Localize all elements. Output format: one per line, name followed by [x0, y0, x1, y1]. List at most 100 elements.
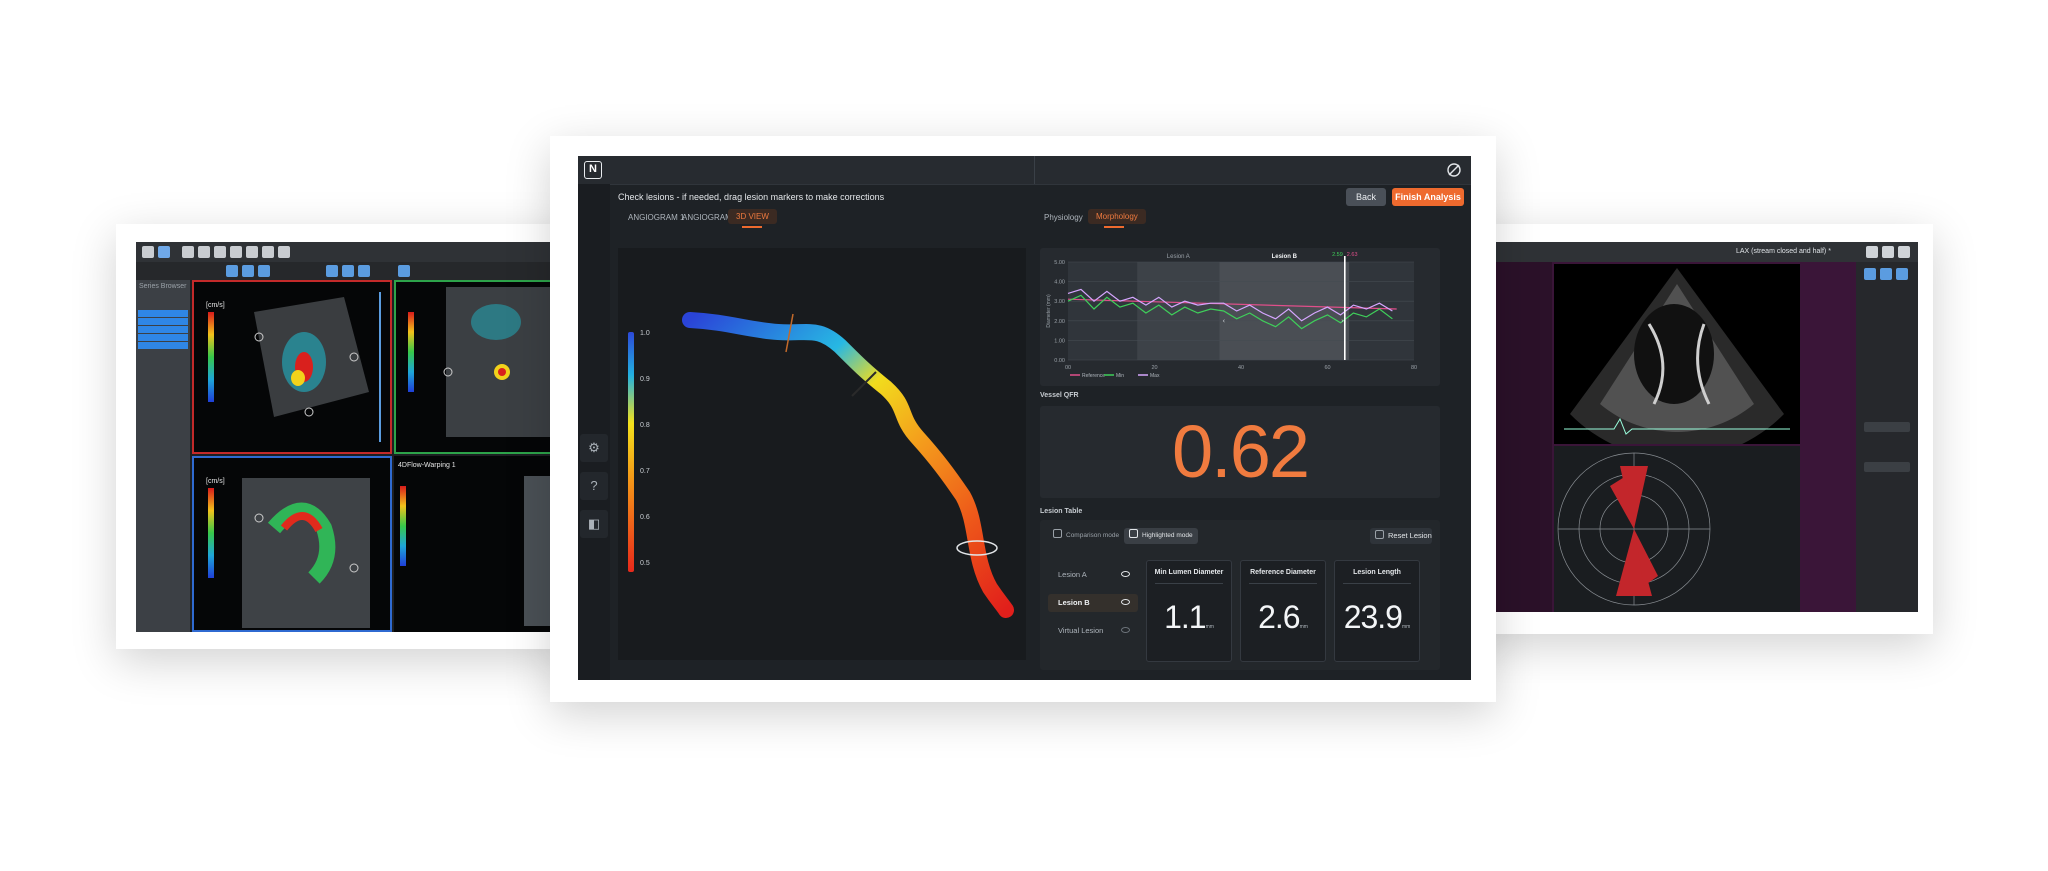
lesion-row-virtual[interactable]: Virtual Lesion [1048, 622, 1138, 640]
comparison-mode-toggle[interactable]: Comparison mode [1048, 528, 1120, 544]
lesion-marker-ring[interactable] [956, 540, 998, 556]
playback-toolbar [136, 262, 556, 280]
play-icon[interactable] [1880, 268, 1892, 280]
tab-angiogram-2[interactable]: ANGIOGRAM 2 [682, 213, 739, 222]
topbar-divider [1034, 156, 1035, 184]
metric-divider [1343, 583, 1411, 584]
eye-icon[interactable] [1121, 599, 1130, 605]
lesion-row-a[interactable]: Lesion A [1048, 566, 1138, 584]
tool-icon[interactable] [142, 246, 154, 258]
reset-icon [1375, 530, 1384, 539]
metric-reference-diameter: Reference Diameter 2.6mm [1240, 560, 1326, 662]
diameter-chart[interactable]: Lesion A Lesion B 5.00 4.00 3.00 2.00 1.00 0.00… [1040, 248, 1440, 386]
tab-angiogram-1[interactable]: ANGIOGRAM 1 [628, 213, 685, 222]
skip-forward-icon[interactable] [1896, 268, 1908, 280]
reset-lesion-label: Reset Lesion [1388, 531, 1432, 540]
tool-icon[interactable] [262, 246, 274, 258]
qfr-analysis-app: N ⚙ ? ◧ Check lesions - if needed, drag … [578, 156, 1471, 680]
cursor-value-label: 2.63 [1347, 252, 1358, 258]
diameter-field[interactable] [1864, 462, 1910, 472]
stop-icon[interactable] [398, 265, 410, 277]
x-tick-label: 40 [1238, 365, 1244, 371]
y-tick-label: 2.00 [1054, 319, 1065, 325]
tool-icon[interactable] [214, 246, 226, 258]
settings-button[interactable]: ⚙ [580, 434, 608, 462]
metric-value-wrap: 23.9mm [1335, 599, 1419, 636]
exit-icon: ◧ [587, 516, 601, 531]
tool-icon[interactable] [1866, 246, 1878, 258]
lesion-label: Virtual Lesion [1058, 626, 1104, 635]
right-screenshot-card: LAX (stream closed and half) * [1466, 224, 1933, 634]
play-icon[interactable] [342, 265, 354, 277]
region-handle-right: › [1341, 317, 1344, 325]
skip-back-icon[interactable] [326, 265, 338, 277]
tool-icon[interactable] [1882, 246, 1894, 258]
3d-vessel-view[interactable]: 1.0 0.9 0.8 0.7 0.6 0.5 [618, 248, 1026, 660]
vessel-3d-model[interactable] [618, 248, 1026, 660]
comparison-mode-label: Comparison mode [1066, 532, 1120, 539]
metric-divider [1155, 583, 1223, 584]
viewport-coronal[interactable] [394, 280, 556, 454]
legend-label: 1.0 [640, 330, 650, 337]
tool-icon[interactable] [230, 246, 242, 258]
help-button[interactable]: ? [580, 472, 608, 500]
viewport-axial[interactable]: [cm/s] [192, 456, 392, 632]
gear-icon: ⚙ [588, 440, 600, 455]
series-item[interactable] [138, 334, 188, 341]
lesion-label: Lesion B [1058, 598, 1090, 607]
tool-icon[interactable] [278, 246, 290, 258]
lesion-table-panel: Comparison mode Highlighted mode Reset L… [1040, 520, 1440, 670]
lesion-marker[interactable] [851, 371, 877, 397]
metric-title: Min Lumen Diameter [1154, 569, 1224, 576]
series-title: 4DFlow-Warping 1 [398, 462, 456, 469]
eye-off-icon[interactable] [1121, 627, 1130, 633]
metric-value: 23.9 [1343, 599, 1403, 635]
tab-morphology[interactable]: Morphology [1088, 209, 1146, 224]
legend-label: 0.8 [640, 422, 650, 429]
x-tick-label: 60 [1324, 365, 1330, 371]
eye-icon[interactable] [1121, 571, 1130, 577]
echo-viewer-app: LAX (stream closed and half) * [1496, 242, 1918, 612]
color-icon[interactable] [242, 265, 254, 277]
tool-icon[interactable] [198, 246, 210, 258]
vessel-qfr-label: Vessel QFR [1040, 392, 1079, 399]
tab-active-indicator [1104, 226, 1124, 228]
vessel-qfr-value: 0.62 [1171, 410, 1310, 493]
metric-unit: mm [1299, 624, 1308, 630]
visibility-off-icon[interactable] [1446, 162, 1462, 178]
legend-label: 0.6 [640, 514, 650, 521]
series-item[interactable] [138, 342, 188, 349]
velocity-colorbar [208, 488, 214, 578]
skip-forward-icon[interactable] [358, 265, 370, 277]
tab-3d-view[interactable]: 3D VIEW [728, 209, 777, 224]
tool-icon[interactable] [246, 246, 258, 258]
cursor-value-label: 2.59 [1332, 252, 1343, 258]
help-icon[interactable] [158, 246, 170, 258]
legend-label: 0.9 [640, 376, 650, 383]
tab-physiology[interactable]: Physiology [1044, 213, 1083, 222]
viewport-sagittal[interactable]: [cm/s] [192, 280, 392, 454]
exit-button[interactable]: ◧ [580, 510, 608, 538]
mri-slice-image [242, 478, 370, 628]
series-item[interactable] [138, 326, 188, 333]
diameter-field[interactable] [1864, 422, 1910, 432]
flow-viewer-app: Series Browser [cm/s] [136, 242, 556, 632]
metric-value-wrap: 2.6mm [1241, 599, 1325, 636]
highlighted-mode-toggle[interactable]: Highlighted mode [1124, 528, 1198, 544]
instruction-text: Check lesions - if needed, drag lesion m… [618, 192, 885, 202]
reset-lesion-button[interactable]: Reset Lesion [1370, 528, 1432, 544]
vessel-qfr-panel: 0.62 [1040, 406, 1440, 498]
lesion-row-b[interactable]: Lesion B [1048, 594, 1138, 612]
skip-back-icon[interactable] [1864, 268, 1876, 280]
tool-icon[interactable] [1898, 246, 1910, 258]
finish-analysis-button[interactable]: Finish Analysis [1392, 188, 1464, 206]
color-icon[interactable] [226, 265, 238, 277]
tool-icon[interactable] [182, 246, 194, 258]
y-tick-label: 1.00 [1054, 338, 1065, 344]
metric-divider [1249, 583, 1317, 584]
lesion-marker[interactable] [785, 313, 794, 353]
color-icon[interactable] [258, 265, 270, 277]
series-item[interactable] [138, 318, 188, 325]
back-button[interactable]: Back [1346, 188, 1386, 206]
series-item[interactable] [138, 310, 188, 317]
